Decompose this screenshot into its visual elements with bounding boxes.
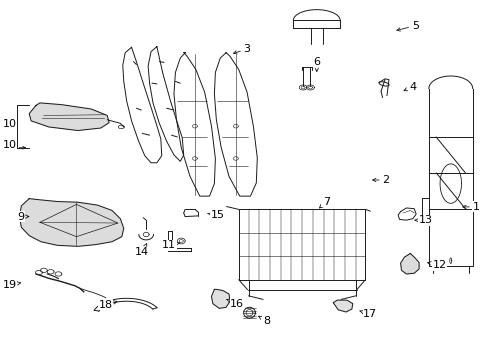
Text: 9: 9 [17,212,29,221]
Text: 11: 11 [162,240,179,250]
Text: 8: 8 [258,316,269,325]
Polygon shape [29,103,109,131]
Text: 14: 14 [135,244,149,257]
Polygon shape [333,300,352,312]
Text: 19: 19 [2,280,20,290]
Text: 1: 1 [462,202,479,212]
Text: 15: 15 [207,210,224,220]
Text: 2: 2 [372,175,389,185]
Polygon shape [20,199,123,246]
Text: 13: 13 [414,215,432,225]
Text: 6: 6 [313,57,320,72]
Text: 16: 16 [226,299,244,309]
Text: 3: 3 [233,44,250,54]
Text: 17: 17 [359,310,377,319]
Polygon shape [400,253,418,274]
Text: 10: 10 [3,140,17,150]
Text: 18: 18 [99,300,117,310]
Polygon shape [211,289,229,309]
Text: 12: 12 [427,260,446,270]
Text: 4: 4 [403,82,415,92]
Text: 5: 5 [396,21,418,31]
Text: 10: 10 [3,120,17,129]
Text: 7: 7 [319,197,329,208]
